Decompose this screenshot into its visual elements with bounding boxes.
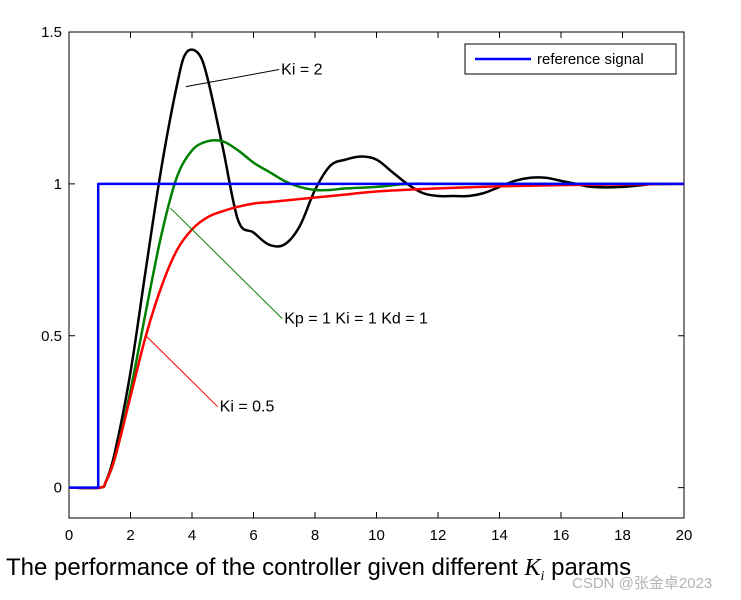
annotation-label: Kp = 1 Ki = 1 Kd = 1 bbox=[284, 311, 428, 328]
caption-suffix: params bbox=[544, 554, 632, 581]
x-tick-label: 18 bbox=[614, 527, 631, 544]
annotation-leader bbox=[185, 69, 280, 88]
x-tick-label: 16 bbox=[553, 527, 570, 544]
series-line-ki-2 bbox=[68, 48, 654, 490]
watermark: CSDN @张金卓2023 bbox=[572, 575, 713, 592]
y-tick-label: 0.5 bbox=[41, 328, 62, 345]
series-line-ki-0-5 bbox=[68, 182, 685, 490]
x-tick-label: 20 bbox=[676, 527, 693, 544]
x-tick-label: 10 bbox=[368, 527, 385, 544]
annotation-label: Ki = 0.5 bbox=[220, 399, 275, 416]
x-tick-label: 14 bbox=[491, 527, 508, 544]
caption-k-symbol: K bbox=[524, 555, 541, 581]
y-tick-label: 0 bbox=[54, 480, 62, 497]
annotation-label: Ki = 2 bbox=[281, 62, 322, 79]
annotation-leader bbox=[170, 207, 283, 319]
annotation-leader bbox=[145, 335, 219, 408]
caption-prefix: The performance of the controller given … bbox=[6, 554, 525, 581]
x-tick-label: 8 bbox=[311, 527, 319, 544]
y-tick-label: 1.5 bbox=[41, 24, 62, 41]
x-tick-label: 4 bbox=[188, 527, 196, 544]
plot-area bbox=[68, 31, 685, 519]
x-tick-label: 6 bbox=[249, 527, 257, 544]
y-tick-label: 1 bbox=[54, 176, 62, 193]
x-tick-label: 0 bbox=[65, 527, 73, 544]
legend-label: reference signal bbox=[537, 51, 644, 68]
figure-caption: The performance of the controller given … bbox=[6, 554, 631, 585]
series-line-reference-signal bbox=[69, 182, 684, 489]
x-tick-label: 2 bbox=[126, 527, 134, 544]
x-tick-label: 12 bbox=[430, 527, 447, 544]
caption-k-subscript: i bbox=[540, 569, 545, 584]
